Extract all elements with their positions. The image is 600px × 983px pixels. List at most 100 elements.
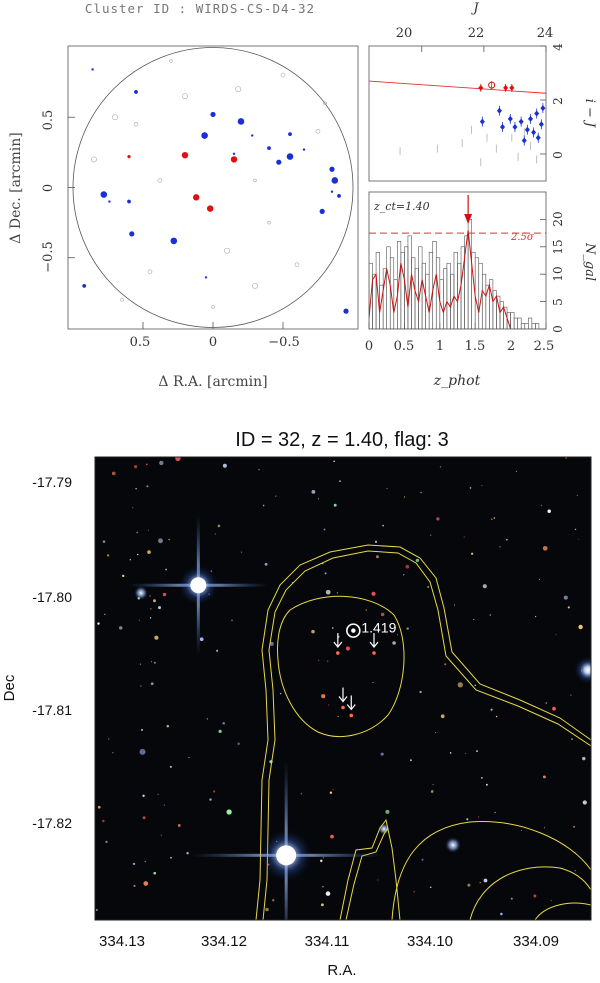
cm-ylabel: i − J [582, 99, 597, 128]
member-galaxy-dot-2 [372, 651, 376, 655]
img-ytick-2: -17.80 [32, 589, 72, 605]
sky-xtick-3: −0.5 [268, 335, 300, 350]
zhist-ytick-5: 20 [551, 211, 565, 226]
cm-blue-point-9 [534, 108, 540, 119]
red-galaxy-2 [230, 156, 238, 163]
field-source-169 [132, 507, 134, 509]
field-source-30 [483, 878, 488, 883]
img-xlabel: R.A. [327, 962, 356, 979]
member-galaxy-11 [329, 166, 335, 172]
member-galaxy-23 [343, 308, 349, 314]
field-source-119 [577, 538, 579, 540]
field-source-94 [545, 702, 548, 704]
hist-bar-20 [435, 257, 441, 329]
sky-map-points [82, 59, 349, 314]
field-source-90 [214, 533, 216, 535]
sky-map-frame [67, 45, 359, 330]
cm-ticks [421, 45, 547, 155]
sky-ytick-3: −0.5 [41, 241, 56, 273]
img-ytick-3: -17.81 [32, 702, 72, 718]
field-galaxy-11 [157, 178, 163, 183]
field-source-200 [151, 661, 153, 663]
field-source-59 [406, 627, 409, 630]
field-galaxy-1 [169, 59, 173, 63]
member-galaxy-dot-1 [336, 651, 340, 655]
hist-bar-46 [527, 317, 533, 329]
cm-blue-marker-13 [521, 137, 527, 144]
field-star-left [134, 586, 148, 600]
field-source-57 [175, 457, 181, 462]
field-galaxy-14 [315, 129, 321, 134]
field-galaxy-10 [253, 178, 257, 183]
img-xtick-3: 334.11 [305, 933, 350, 950]
field-source-116 [142, 816, 146, 820]
sky-ytick-2: 0 [41, 184, 56, 192]
hist-bar-45 [524, 323, 529, 329]
field-source-172 [332, 627, 334, 629]
field-source-173 [333, 503, 337, 507]
field-source-71 [573, 825, 576, 828]
member-galaxy-22 [82, 283, 87, 288]
cm-top-xtick-2: 22 [468, 26, 485, 41]
field-source-85 [565, 457, 567, 459]
image-title: ID = 32, z = 1.40, flag: 3 [235, 429, 448, 451]
field-galaxy-7 [211, 305, 215, 309]
field-source-46 [485, 783, 488, 786]
cm-top-xtick-1: 20 [396, 26, 413, 41]
field-source-167 [415, 558, 420, 563]
cm-points [399, 81, 546, 167]
spec-z-core [351, 628, 356, 633]
member-galaxy-8 [286, 153, 294, 160]
cm-blue-marker-12 [540, 105, 546, 112]
color-magnitude-panel: 20 22 24 J 0 2 4 i − J [368, 1, 597, 182]
red-galaxy-5 [127, 154, 131, 159]
field-source-9 [392, 641, 396, 645]
field-source-176 [479, 882, 481, 884]
cm-blue-point-1 [479, 116, 485, 127]
field-source-76 [212, 790, 216, 793]
member-galaxy-5 [251, 134, 254, 137]
hist-bar-16 [421, 262, 426, 329]
member-arrow-head-1 [333, 641, 343, 649]
member-galaxy-2 [134, 90, 138, 94]
field-source-194 [481, 484, 483, 487]
member-arrow-head-4 [346, 704, 356, 711]
cm-blue-marker-5 [518, 118, 524, 125]
member-arrows [333, 633, 379, 718]
field-source-103 [152, 599, 157, 603]
field-source-62 [138, 619, 140, 621]
field-source-115 [374, 540, 378, 543]
field-source-131 [413, 891, 415, 893]
member-arrow-2 [369, 633, 379, 655]
field-source-204 [279, 692, 282, 695]
cm-red-marker-3 [503, 84, 509, 91]
member-galaxy-16 [100, 191, 108, 198]
hist-bar-26 [457, 262, 462, 329]
field-source-146 [145, 463, 148, 466]
sky-ytick-1: 0.5 [41, 110, 56, 131]
cm-red-marker-1 [478, 84, 484, 91]
field-source-19 [421, 858, 424, 861]
field-source-36 [209, 798, 212, 801]
cm-blue-point-5 [518, 116, 524, 127]
img-ylabel: Dec [1, 674, 18, 701]
sky-xlabel: Δ R.A. [arcmin] [158, 374, 267, 390]
cm-red-point-1 [478, 83, 484, 92]
field-source-43 [533, 894, 537, 898]
field-source-134 [143, 881, 149, 886]
field-source-3 [420, 491, 422, 494]
field-source-138 [494, 811, 496, 814]
member-arrow-head-3 [338, 696, 348, 703]
field-source-23 [403, 496, 406, 498]
field-source-58 [377, 879, 379, 881]
field-source-77 [159, 460, 164, 466]
field-source-37 [505, 538, 508, 541]
field-source-189 [574, 528, 577, 531]
member-arrow-head-2 [369, 641, 379, 649]
field-source-186 [111, 471, 116, 476]
field-source-113 [162, 592, 167, 597]
field-source-203 [419, 690, 422, 694]
member-galaxy-12 [331, 177, 339, 184]
peak-arrow [464, 195, 473, 224]
field-source-45 [231, 619, 233, 621]
